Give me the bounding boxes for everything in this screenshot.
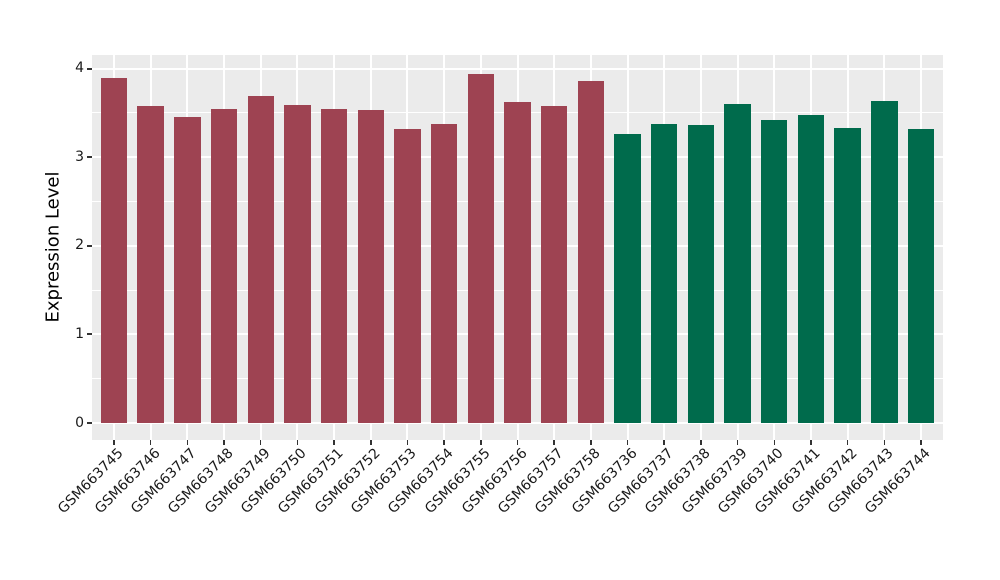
bar-GSM663755 bbox=[467, 74, 494, 423]
bar-GSM663740 bbox=[761, 120, 788, 423]
x-tick-mark bbox=[590, 440, 592, 445]
bar-GSM663748 bbox=[210, 109, 238, 423]
y-tick-mark bbox=[87, 156, 92, 159]
x-tick-mark bbox=[773, 440, 776, 445]
x-tick-mark bbox=[406, 440, 409, 445]
y-tick-mark bbox=[87, 244, 92, 247]
x-tick-mark bbox=[516, 440, 519, 445]
bar-GSM663742 bbox=[834, 128, 861, 423]
y-tick-mark bbox=[87, 422, 92, 424]
bar-GSM663736 bbox=[614, 134, 641, 423]
y-tick-label: 4 bbox=[75, 60, 84, 77]
x-tick-mark bbox=[553, 440, 555, 445]
bar-GSM663749 bbox=[247, 96, 274, 423]
x-tick-mark bbox=[443, 440, 445, 445]
bar-GSM663744 bbox=[907, 128, 935, 423]
x-tick-mark bbox=[149, 440, 152, 445]
y-tick-label: 0 bbox=[75, 414, 84, 431]
bar-GSM663757 bbox=[540, 105, 568, 423]
x-tick-mark bbox=[333, 440, 335, 445]
bar-GSM663745 bbox=[100, 77, 128, 423]
plot-panel bbox=[92, 55, 943, 440]
x-tick-mark bbox=[223, 440, 225, 445]
x-tick-mark bbox=[736, 440, 739, 445]
x-tick-mark bbox=[296, 440, 299, 445]
x-tick-mark bbox=[370, 440, 372, 445]
bar-GSM663737 bbox=[651, 123, 678, 423]
x-tick-mark bbox=[810, 440, 812, 445]
x-tick-mark bbox=[480, 440, 482, 445]
major-gridline bbox=[92, 67, 943, 70]
bar-GSM663750 bbox=[284, 105, 311, 423]
bar-GSM663747 bbox=[174, 117, 201, 423]
bar-GSM663758 bbox=[577, 81, 605, 423]
bar-GSM663756 bbox=[504, 102, 531, 423]
bar-GSM663754 bbox=[430, 123, 458, 423]
x-tick-mark bbox=[113, 440, 115, 445]
x-tick-mark bbox=[626, 440, 629, 445]
x-tick-mark bbox=[186, 440, 189, 445]
bar-GSM663739 bbox=[724, 104, 751, 423]
bar-GSM663753 bbox=[394, 128, 421, 423]
y-tick-mark bbox=[87, 67, 92, 70]
bar-GSM663743 bbox=[871, 100, 898, 423]
x-tick-mark bbox=[663, 440, 665, 445]
x-tick-mark bbox=[846, 440, 849, 445]
y-tick-label: 3 bbox=[75, 148, 84, 165]
x-tick-mark bbox=[700, 440, 702, 445]
bar-GSM663751 bbox=[320, 108, 348, 423]
y-tick-mark bbox=[87, 333, 92, 336]
bar-GSM663752 bbox=[357, 110, 384, 423]
x-tick-mark bbox=[883, 440, 886, 445]
major-gridline bbox=[92, 422, 943, 424]
bar-GSM663738 bbox=[687, 125, 715, 423]
y-tick-label: 1 bbox=[75, 325, 84, 342]
bar-GSM663746 bbox=[137, 105, 164, 423]
bar-GSM663741 bbox=[797, 114, 825, 423]
x-tick-mark bbox=[920, 440, 922, 445]
y-tick-label: 2 bbox=[75, 237, 84, 254]
x-tick-mark bbox=[259, 440, 262, 445]
